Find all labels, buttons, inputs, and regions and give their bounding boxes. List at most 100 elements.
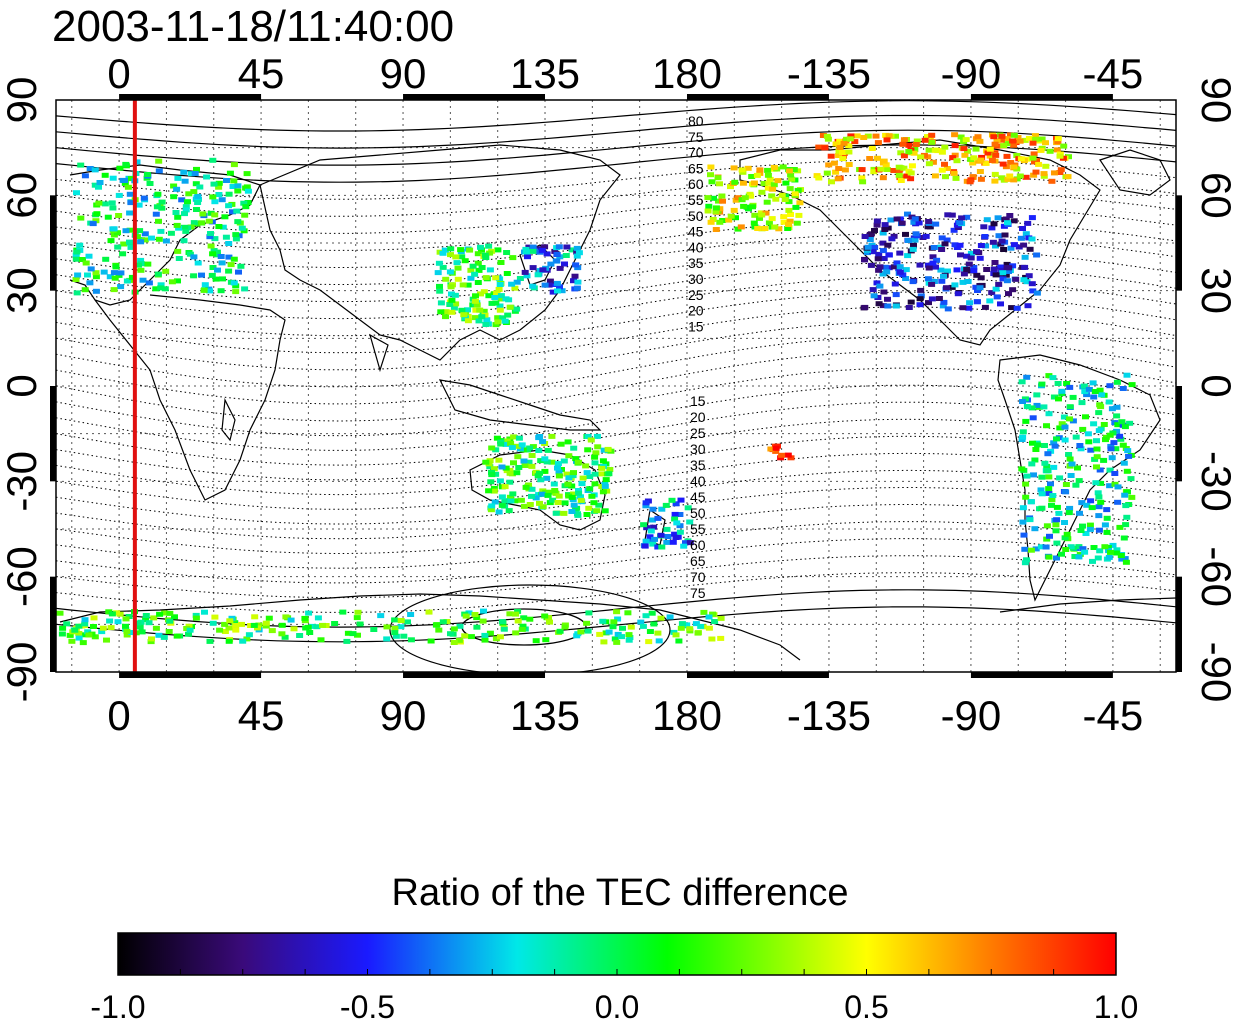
tec-pixel	[556, 265, 564, 271]
tec-pixel	[678, 621, 686, 627]
tec-pixel	[497, 441, 505, 447]
tec-pixel	[650, 524, 658, 530]
tec-pixel	[448, 309, 456, 315]
tec-pixel	[514, 608, 522, 614]
tec-pixel	[707, 164, 715, 170]
tec-pixel	[570, 278, 577, 284]
tec-pixel	[907, 299, 915, 305]
tec-pixel	[486, 250, 494, 256]
tec-pixel	[182, 207, 190, 213]
tec-pixel	[226, 170, 234, 176]
tec-pixel	[505, 297, 513, 303]
tec-pixel	[824, 136, 832, 142]
tec-pixel	[716, 219, 724, 225]
tec-pixel	[942, 174, 949, 180]
tec-pixel	[768, 216, 776, 222]
tec-pixel	[181, 178, 189, 184]
tec-pixel	[874, 155, 881, 161]
tec-pixel	[93, 211, 101, 217]
tec-pixel	[917, 293, 925, 299]
tec-pixel	[1087, 498, 1095, 504]
tec-pixel	[498, 502, 506, 508]
tec-pixel	[725, 217, 733, 223]
tec-pixel	[553, 258, 561, 264]
tec-pixel	[181, 224, 189, 230]
tec-pixel	[100, 269, 108, 275]
tec-pixel	[1056, 475, 1064, 481]
tec-pixel	[166, 610, 174, 616]
tec-pixel	[211, 212, 219, 218]
tec-pixel	[178, 197, 186, 203]
tec-pixel	[772, 448, 780, 454]
tec-pixel	[208, 272, 216, 278]
bottom-axis-bar	[970, 672, 1113, 678]
tec-pixel	[1060, 143, 1068, 149]
tec-pixel	[569, 473, 577, 479]
tec-pixel	[929, 254, 937, 260]
tec-pixel	[1056, 170, 1064, 175]
tec-pixel	[585, 505, 593, 511]
tec-pixel	[231, 620, 239, 626]
tec-pixel	[210, 248, 218, 253]
tec-pixel	[545, 282, 553, 288]
tec-pixel	[225, 254, 233, 260]
tec-pixel	[949, 155, 957, 161]
top-axis-bar	[970, 94, 1113, 100]
tec-pixel	[211, 199, 219, 205]
tec-pixel	[874, 140, 882, 146]
tec-pixel	[1106, 483, 1114, 489]
tec-pixel	[686, 626, 694, 632]
tec-pixel	[627, 624, 635, 630]
tec-pixel	[448, 297, 456, 303]
colorbar-tick-label: 1.0	[1094, 989, 1138, 1024]
tec-pixel	[970, 268, 978, 274]
tec-pixel	[938, 235, 946, 241]
contour-line	[56, 247, 1176, 303]
tec-pixel	[556, 628, 564, 634]
tec-pixel	[215, 224, 223, 229]
tec-pixel	[510, 434, 518, 440]
tec-pixel	[593, 508, 601, 514]
tec-pixel	[932, 221, 940, 227]
right-axis-bar	[1176, 576, 1182, 672]
tec-pixel	[391, 625, 399, 631]
tec-pixel	[884, 303, 892, 309]
tec-pixel	[537, 458, 545, 464]
tec-pixel	[190, 189, 198, 195]
tec-pixel	[506, 304, 514, 310]
tec-pixel	[1028, 461, 1036, 467]
tec-pixel	[450, 626, 458, 632]
tec-pixel	[930, 245, 938, 250]
left-axis-bar	[50, 386, 56, 482]
tec-pixel	[896, 250, 904, 256]
contour-line	[56, 367, 1176, 437]
tec-pixel	[610, 619, 618, 625]
tec-pixel	[230, 256, 238, 262]
tec-pixel	[600, 447, 608, 453]
tec-pixel	[672, 535, 680, 540]
tec-pixel	[1015, 244, 1023, 250]
tec-pixel	[481, 637, 489, 643]
contour-label-north: 70	[688, 145, 704, 161]
left-axis-bar	[50, 576, 56, 672]
tec-pixel	[707, 219, 715, 225]
tec-pixel	[1061, 424, 1069, 430]
tec-pixel	[546, 278, 554, 284]
tec-pixel	[973, 299, 981, 305]
tec-pixel	[577, 629, 585, 635]
tec-pixel	[1066, 384, 1074, 390]
tec-pixel	[148, 235, 155, 241]
tec-pixel	[81, 621, 89, 627]
tec-pixel	[170, 183, 178, 189]
right-tick-label: 30	[1193, 267, 1240, 314]
contour-line	[56, 188, 1176, 234]
tec-pixel	[1033, 290, 1041, 296]
tec-pixel	[1031, 526, 1039, 532]
tec-pixel	[944, 268, 951, 274]
tec-pixel	[526, 616, 534, 622]
tec-pixel	[785, 222, 792, 227]
tec-pixel	[902, 231, 909, 237]
tec-pixel	[912, 231, 920, 237]
tec-pixel	[356, 621, 364, 627]
tec-pixel	[225, 268, 233, 274]
